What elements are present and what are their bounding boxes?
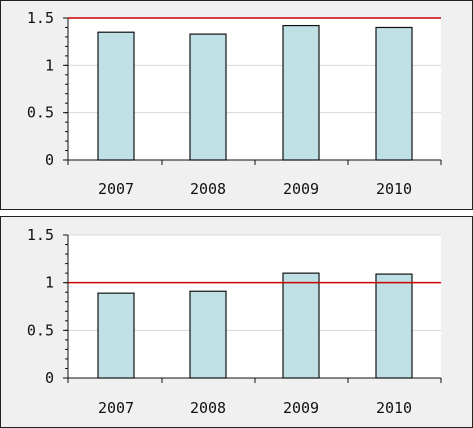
bar-2010	[375, 26, 413, 161]
y-tick-label: 0	[45, 369, 54, 387]
bar-chart-bottom: 0 0.5 1 1.5 2007 2008 2009 2010	[27, 226, 442, 417]
x-tick-label: 2007	[98, 180, 134, 198]
x-tick-label: 2010	[376, 399, 412, 417]
y-tick-label: 0.5	[27, 104, 54, 122]
x-tick-label: 2010	[376, 180, 412, 198]
y-tick-label: 1	[45, 274, 54, 292]
bar-2008	[189, 290, 227, 379]
x-tick-label: 2009	[283, 399, 319, 417]
bar-2007	[97, 31, 135, 161]
bar-2007	[97, 292, 135, 379]
bar-2009	[282, 272, 320, 379]
x-tick-label: 2008	[190, 399, 226, 417]
bar-2010	[375, 273, 413, 379]
bar-2008	[189, 33, 227, 161]
y-tick-label: 1.5	[27, 226, 54, 244]
y-tick-label: 0	[45, 151, 54, 169]
y-tick-label: 0.5	[27, 321, 54, 339]
x-tick-label: 2008	[190, 180, 226, 198]
y-tick-label: 1	[45, 56, 54, 74]
x-tick-label: 2007	[98, 399, 134, 417]
chart-panel-top: 0 0.5 1 1.5 2007 2008 2009 2010	[0, 0, 473, 210]
bar-2009	[282, 24, 320, 161]
bar-chart-top: 0 0.5 1 1.5 2007 2008 2009 2010	[27, 9, 442, 198]
y-tick-label: 1.5	[27, 9, 54, 27]
chart-panel-bottom: 0 0.5 1 1.5 2007 2008 2009 2010	[0, 216, 473, 428]
x-tick-label: 2009	[283, 180, 319, 198]
